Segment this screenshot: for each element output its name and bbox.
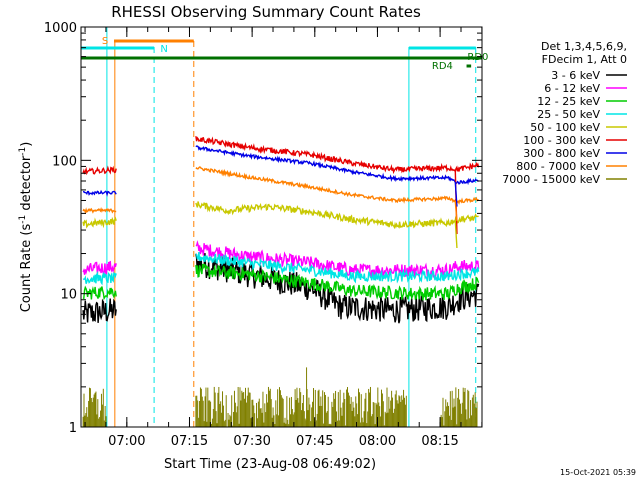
y-axis-label: Count Rate (s-1 detector-1) bbox=[18, 142, 34, 313]
legend-label-6: 300 - 800 keV bbox=[523, 147, 600, 160]
legend: Det 1,3,4,5,6,9, FDecim 1, Att 0 3 - 6 k… bbox=[502, 40, 627, 186]
series-1-line-0 bbox=[82, 260, 117, 276]
series-2-line-0 bbox=[82, 285, 117, 301]
legend-header-line-1: Det 1,3,4,5,6,9, bbox=[541, 40, 627, 53]
plot-frame bbox=[80, 26, 483, 428]
y-tick-label: 1 bbox=[69, 421, 77, 436]
plot-area: S N RD0 RD4 bbox=[81, 27, 488, 427]
y-tick-label: 100 bbox=[52, 154, 77, 169]
series-0-line-0 bbox=[82, 298, 117, 323]
chart-title: RHESSI Observing Summary Count Rates bbox=[111, 3, 421, 21]
series-6-dip bbox=[454, 181, 458, 207]
y-label-part-0: Count Rate (s bbox=[19, 224, 34, 313]
x-tick-label: 08:15 bbox=[421, 434, 458, 449]
x-tick-label: 07:45 bbox=[296, 434, 333, 449]
series-2-line-1 bbox=[195, 263, 480, 301]
legend-label-8: 7000 - 15000 keV bbox=[502, 173, 600, 186]
legend-label-3: 25 - 50 keV bbox=[537, 108, 600, 121]
legend-label-1: 6 - 12 keV bbox=[544, 82, 600, 95]
n-label: N bbox=[160, 44, 167, 55]
series-4-line-0 bbox=[82, 216, 117, 229]
y-label-part-2: detector bbox=[19, 155, 34, 215]
series-7-line-0 bbox=[82, 207, 117, 215]
legend-header-line-2: FDecim 1, Att 0 bbox=[542, 53, 627, 66]
series-6-line-0 bbox=[82, 189, 117, 197]
x-tick-label: 07:30 bbox=[233, 434, 270, 449]
series-4-dip bbox=[454, 220, 458, 249]
series-3-line-1 bbox=[195, 252, 480, 284]
legend-label-0: 3 - 6 keV bbox=[551, 69, 600, 82]
series-6-line-1 bbox=[195, 145, 479, 186]
series-5-line-0 bbox=[82, 165, 117, 176]
series-4-line-1 bbox=[195, 201, 479, 230]
series-3-line-0 bbox=[82, 270, 117, 286]
legend-label-4: 50 - 100 keV bbox=[530, 121, 600, 134]
x-tick-label: 07:15 bbox=[171, 434, 208, 449]
legend-label-2: 12 - 25 keV bbox=[537, 95, 600, 108]
series-5-line-1 bbox=[195, 136, 480, 175]
series-7-line-1 bbox=[195, 166, 479, 205]
y-label-part-1: -1 bbox=[18, 215, 28, 224]
legend-label-5: 100 - 300 keV bbox=[523, 134, 600, 147]
y-tick-label: 10 bbox=[60, 288, 77, 303]
x-tick-label: 08:00 bbox=[359, 434, 396, 449]
y-label-part-3: -1 bbox=[18, 147, 28, 156]
y-label-part-4: ) bbox=[19, 142, 34, 147]
axes: 1 10 100 1000 07:00 07:15 07:30 07:45 08:00 08:15 bbox=[44, 21, 483, 449]
rd0-label: RD0 bbox=[467, 52, 488, 63]
rd4-label: RD4 bbox=[432, 61, 453, 72]
legend-label-7: 800 - 7000 keV bbox=[516, 160, 600, 173]
y-tick-label: 1000 bbox=[44, 21, 77, 36]
footer-date: 15-Oct-2021 05:39 bbox=[560, 468, 636, 477]
s-label: S bbox=[102, 36, 108, 47]
x-axis-label: Start Time (23-Aug-08 06:49:02) bbox=[164, 457, 376, 472]
x-tick-label: 07:00 bbox=[108, 434, 145, 449]
series-7-dip bbox=[454, 200, 458, 222]
